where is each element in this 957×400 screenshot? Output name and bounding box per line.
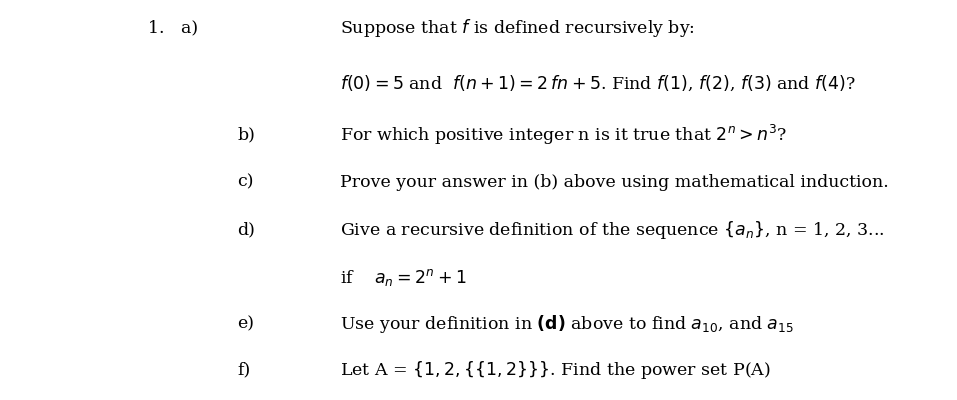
Text: Use your definition in $\mathbf{(d)}$ above to find $a_{10}$, and $a_{15}$: Use your definition in $\mathbf{(d)}$ ab…: [340, 313, 793, 335]
Text: d): d): [237, 221, 256, 238]
Text: Let A = $\{1, 2, \{\{1,2\}\}\}$. Find the power set P(A): Let A = $\{1, 2, \{\{1,2\}\}\}$. Find th…: [340, 359, 770, 381]
Text: $f(0) = 5$ and  $f(n+1) = 2\,fn+5$. Find $f(1)$, $f(2)$, $f(3)$ and $f(4)$?: $f(0) = 5$ and $f(n+1) = 2\,fn+5$. Find …: [340, 74, 856, 93]
Text: b): b): [237, 127, 256, 144]
Text: Prove your answer in (b) above using mathematical induction.: Prove your answer in (b) above using mat…: [340, 174, 888, 191]
Text: For which positive integer n is it true that $2^n > n^3$?: For which positive integer n is it true …: [340, 123, 787, 147]
Text: Give a recursive definition of the sequence $\{a_n\}$, n = 1, 2, 3...: Give a recursive definition of the seque…: [340, 219, 884, 241]
Text: c): c): [237, 174, 254, 191]
Text: if    $a_n = 2^n + 1$: if $a_n = 2^n + 1$: [340, 266, 466, 288]
Text: 1.   a): 1. a): [148, 19, 198, 36]
Text: Suppose that $f$ is defined recursively by:: Suppose that $f$ is defined recursively …: [340, 17, 695, 39]
Text: e): e): [237, 316, 255, 332]
Text: f): f): [237, 362, 251, 379]
